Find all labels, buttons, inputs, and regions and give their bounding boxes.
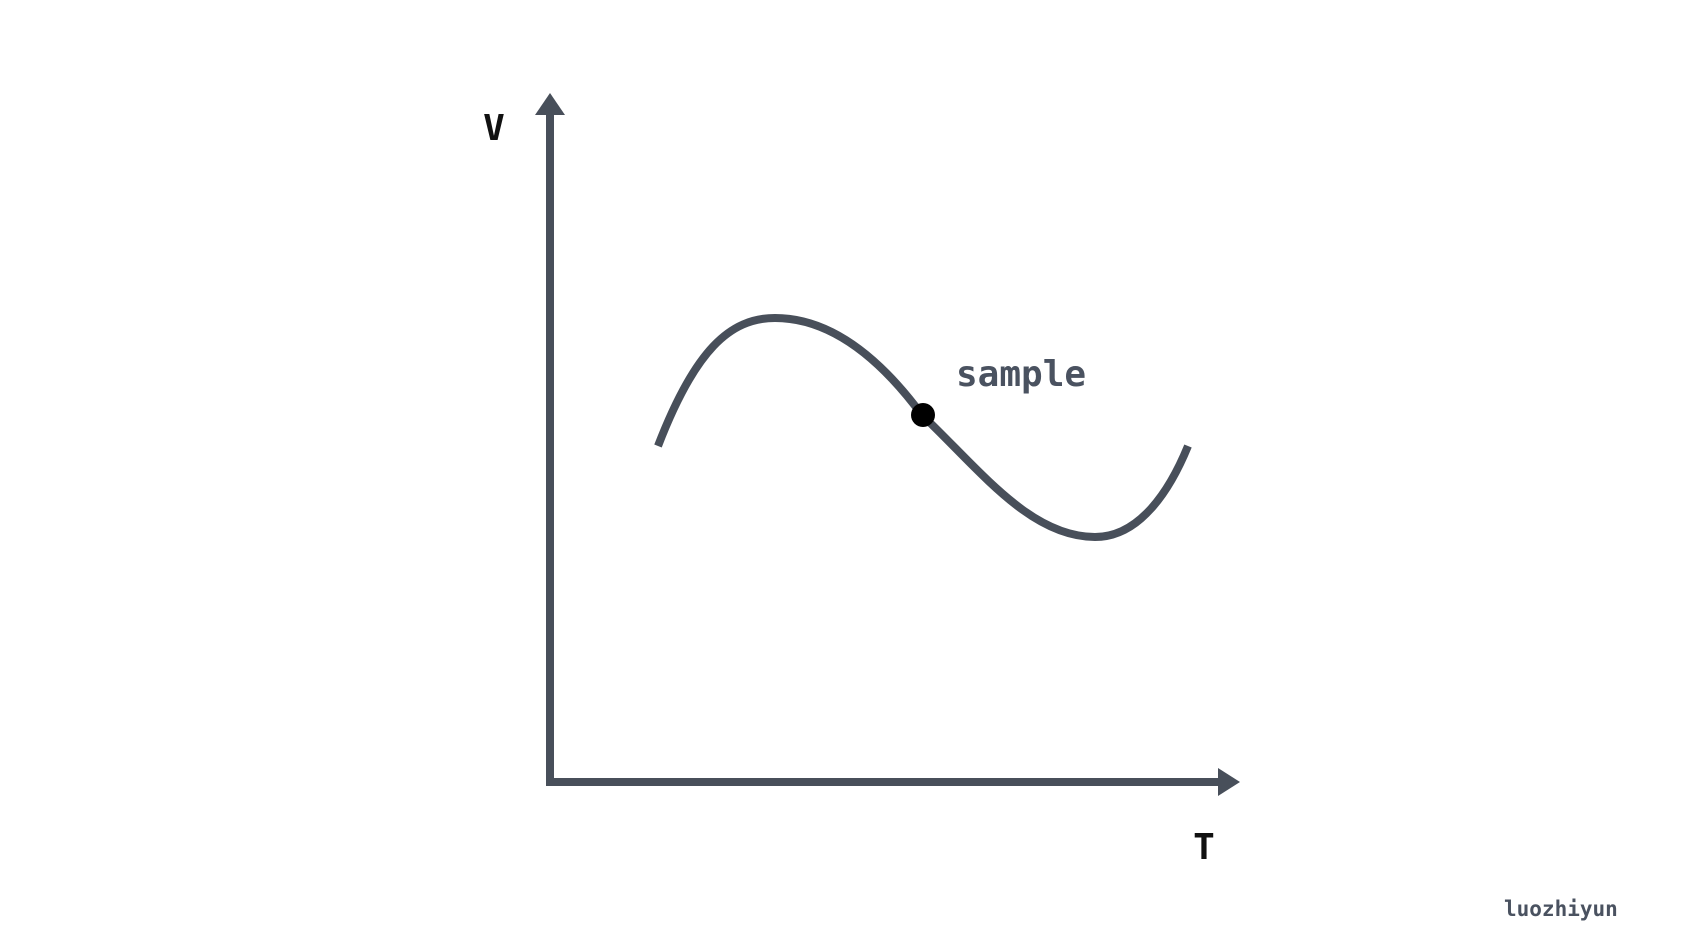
y-axis-arrowhead: [535, 93, 565, 115]
curve: [654, 313, 1192, 542]
sample-point: [911, 403, 935, 427]
x-axis-arrowhead: [1218, 768, 1240, 796]
y-axis-label: V: [483, 108, 505, 149]
y-axis: [535, 93, 565, 786]
sample-label: sample: [956, 354, 1086, 395]
x-axis: [546, 768, 1240, 796]
watermark: luozhiyun: [1504, 897, 1618, 921]
x-axis-label: T: [1193, 827, 1215, 868]
